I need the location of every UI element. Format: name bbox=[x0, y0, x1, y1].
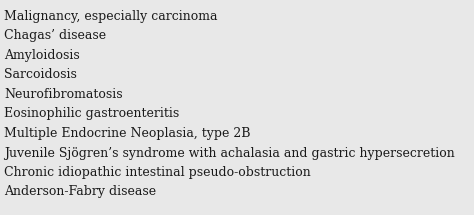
Text: Eosinophilic gastroenteritis: Eosinophilic gastroenteritis bbox=[4, 108, 179, 120]
Text: Anderson-Fabry disease: Anderson-Fabry disease bbox=[4, 186, 156, 198]
Text: Amyloidosis: Amyloidosis bbox=[4, 49, 80, 62]
Text: Multiple Endocrine Neoplasia, type 2B: Multiple Endocrine Neoplasia, type 2B bbox=[4, 127, 250, 140]
Text: Sarcoidosis: Sarcoidosis bbox=[4, 69, 77, 81]
Text: Neurofibromatosis: Neurofibromatosis bbox=[4, 88, 123, 101]
Text: Malignancy, especially carcinoma: Malignancy, especially carcinoma bbox=[4, 10, 218, 23]
Text: Juvenile Sjögren’s syndrome with achalasia and gastric hypersecretion: Juvenile Sjögren’s syndrome with achalas… bbox=[4, 146, 455, 160]
Text: Chagas’ disease: Chagas’ disease bbox=[4, 29, 106, 43]
Text: Chronic idiopathic intestinal pseudo-obstruction: Chronic idiopathic intestinal pseudo-obs… bbox=[4, 166, 311, 179]
